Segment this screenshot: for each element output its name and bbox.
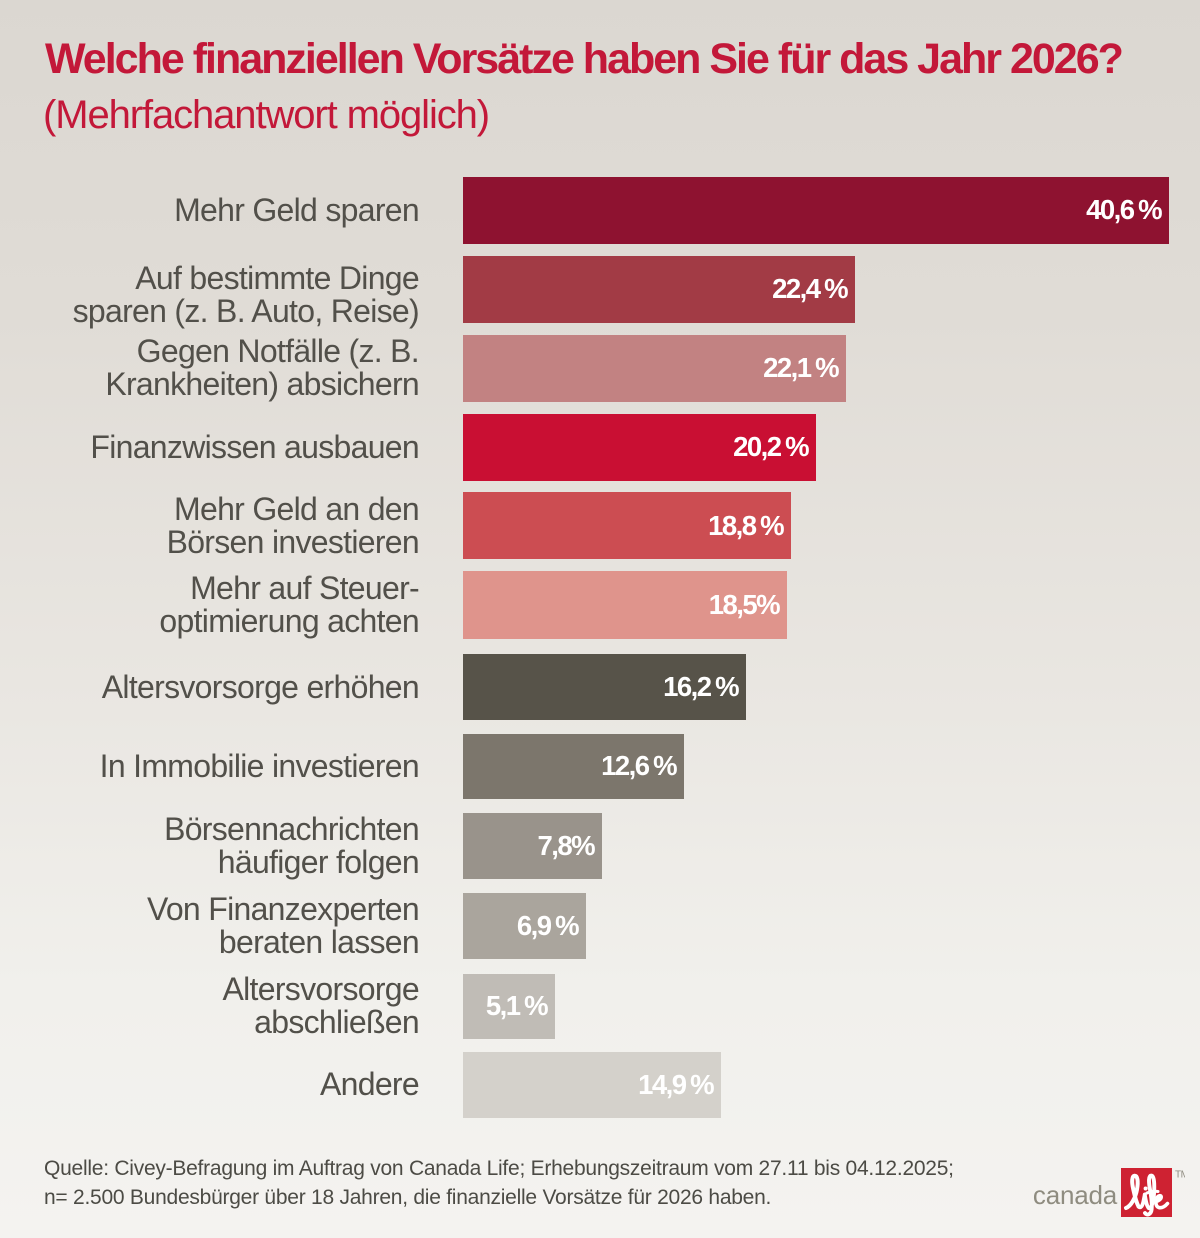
svg-text:TM: TM [1175, 1170, 1185, 1181]
